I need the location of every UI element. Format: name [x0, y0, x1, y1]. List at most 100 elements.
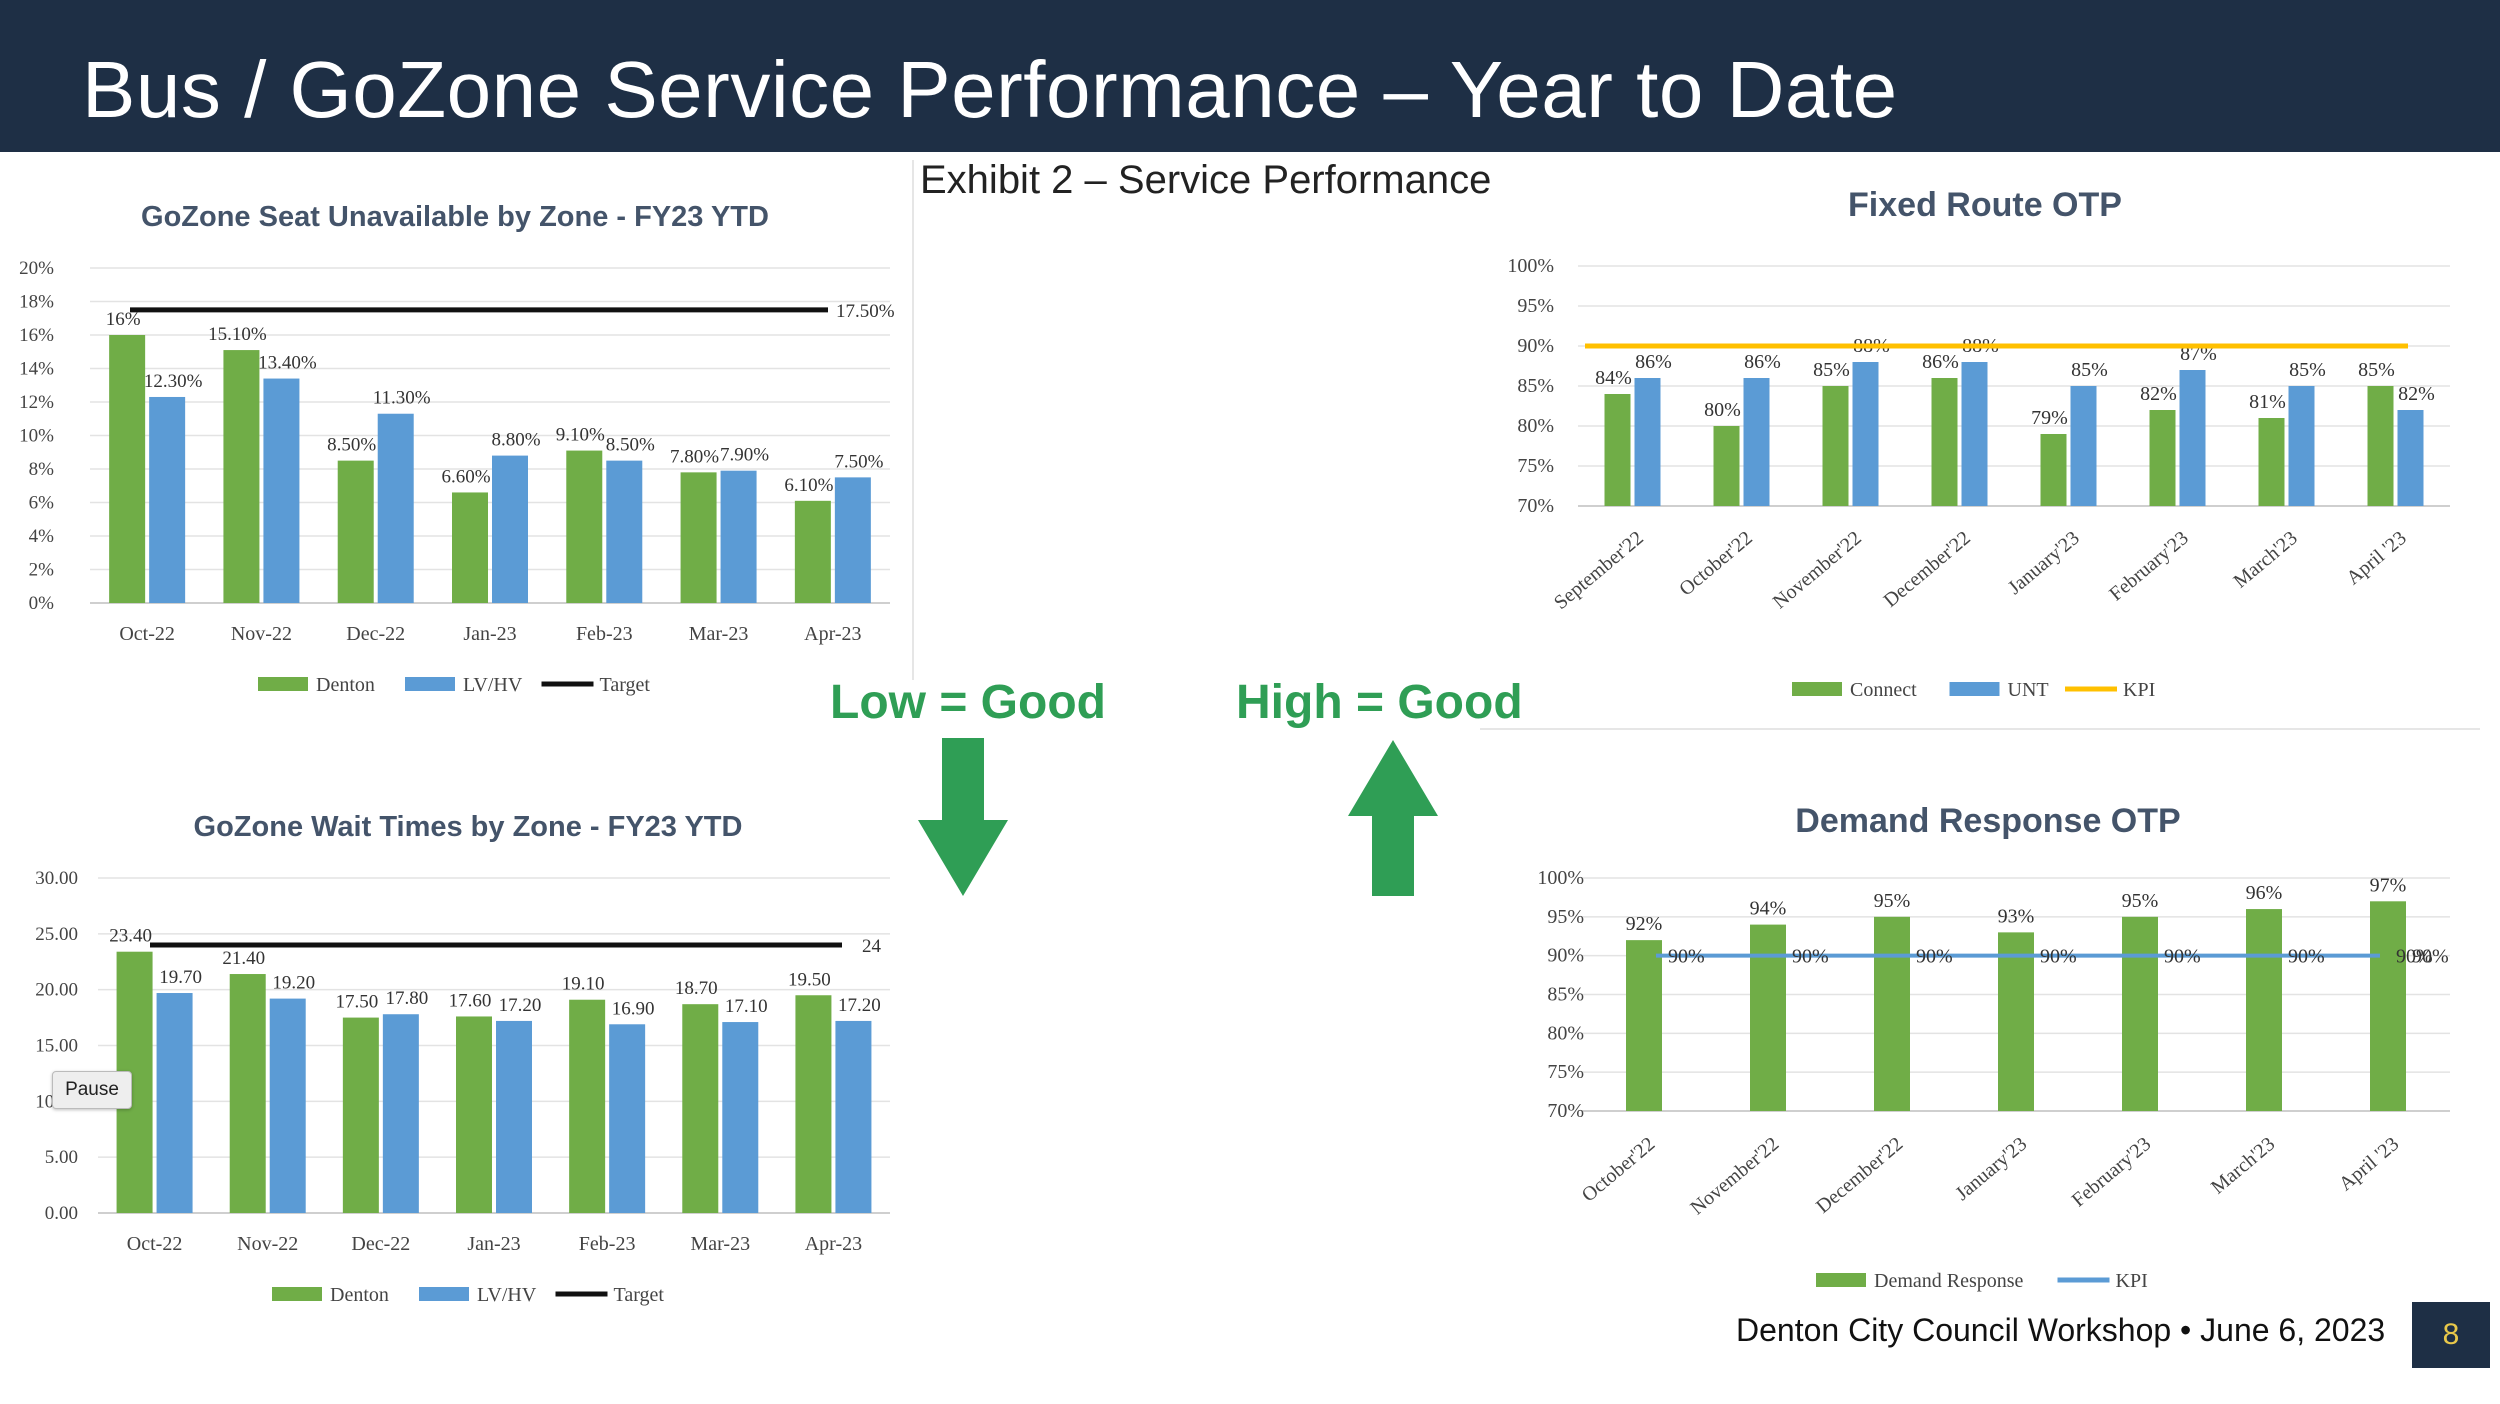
bar-demand-response: [2122, 916, 2158, 1111]
data-label: 19.20: [272, 973, 315, 994]
x-tick-label: Oct-22: [119, 623, 175, 645]
legend-label: KPI: [2116, 1270, 2148, 1292]
data-label: 12.30%: [144, 371, 203, 392]
bar-connect: [1713, 426, 1740, 506]
x-tick-label: April '23: [2342, 527, 2410, 589]
bar-lv-hv: [834, 477, 871, 603]
x-tick-label: March'23: [2207, 1133, 2279, 1199]
bar-denton: [452, 492, 488, 603]
bar-lv-hv: [720, 470, 757, 603]
legend-swatch: [258, 677, 308, 691]
bar-unt: [2070, 386, 2097, 506]
data-label: 86%: [1744, 351, 1781, 373]
x-tick-label: Dec-22: [346, 623, 405, 645]
y-tick-label: 85%: [1517, 375, 1554, 397]
y-tick-label: 6%: [29, 493, 55, 514]
legend-label: Target: [600, 674, 651, 696]
y-tick-label: 20.00: [35, 980, 78, 1001]
exhibit-title: Exhibit 2 – Service Performance: [920, 158, 1492, 202]
x-tick-label: January'23: [2004, 527, 2084, 599]
bar-connect: [2040, 434, 2067, 506]
data-label: 6.60%: [441, 466, 490, 487]
pause-button[interactable]: Pause: [52, 1071, 132, 1109]
data-label: 19.50: [788, 969, 831, 990]
kpi-point-label: 90%: [2164, 946, 2201, 968]
data-label: 80%: [1704, 399, 1741, 421]
legend-swatch: [1792, 682, 1842, 696]
x-tick-label: Dec-22: [351, 1233, 410, 1255]
data-label: 13.40%: [258, 353, 317, 374]
y-tick-label: 25.00: [35, 924, 78, 945]
x-tick-label: Feb-23: [576, 623, 633, 645]
kpi-point-label: 90%: [1668, 946, 1705, 968]
data-label: 19.10: [562, 974, 605, 995]
vertical-divider: [912, 160, 914, 680]
data-label: 6.10%: [784, 475, 833, 496]
y-tick-label: 10%: [19, 426, 54, 447]
y-tick-label: 95%: [1547, 906, 1584, 928]
page-number-badge: 8: [2412, 1302, 2490, 1368]
data-label: 82%: [2398, 383, 2435, 405]
bar-lv-hv: [149, 396, 186, 603]
bar-connect: [1604, 394, 1631, 506]
bar-connect: [1931, 378, 1958, 506]
chart-fixed-route-otp: Fixed Route OTP 70% 75% 80% 85% 90% 95% 100% 84%…: [1507, 186, 2450, 701]
data-label: 92%: [1626, 913, 1663, 935]
y-tick-label: 75%: [1517, 455, 1554, 477]
chart-seat-unavailable: GoZone Seat Unavailable by Zone - FY23 Y…: [19, 201, 895, 696]
y-tick-label: 70%: [1517, 495, 1554, 517]
data-label: 9.10%: [556, 425, 605, 446]
footer-text: Denton City Council Workshop • June 6, 2…: [1736, 1312, 2386, 1348]
data-label: 19.70: [159, 967, 202, 988]
data-label: 82%: [2140, 383, 2177, 405]
x-tick-label: October'22: [1578, 1133, 1660, 1206]
legend-label: Connect: [1850, 679, 1917, 701]
data-label: 7.50%: [834, 451, 883, 472]
x-tick-label: Nov-22: [237, 1233, 298, 1255]
bar-demand-response: [2370, 901, 2406, 1111]
legend-swatch: [1816, 1273, 1866, 1287]
y-tick-label: 2%: [29, 560, 55, 581]
slide-header: Bus / GoZone Service Performance – Year …: [0, 0, 2500, 152]
y-tick-label: 90%: [1517, 335, 1554, 357]
data-label: 85%: [2071, 359, 2108, 381]
data-label: 16.90: [612, 998, 655, 1019]
bar-denton: [569, 999, 606, 1213]
bar-denton: [795, 995, 832, 1213]
bar-demand-response: [1874, 916, 1910, 1111]
data-label: 86%: [1635, 351, 1672, 373]
x-tick-label: Apr-23: [804, 623, 861, 645]
kpi-point-label: 90%: [1792, 946, 1829, 968]
data-label: 93%: [1998, 905, 2035, 927]
x-tick-label: November'22: [1686, 1133, 1783, 1219]
target-label: 17.50%: [836, 301, 895, 322]
y-tick-label: 80%: [1547, 1022, 1584, 1044]
down-arrow-icon: [918, 738, 1008, 896]
data-label: 18.70: [675, 978, 718, 999]
high-good-callout: High = Good: [1236, 676, 1523, 729]
y-tick-label: 90%: [1547, 945, 1584, 967]
x-tick-label: September'22: [1550, 527, 1648, 614]
y-tick-label: 95%: [1517, 295, 1554, 317]
bar-denton: [680, 472, 717, 603]
bar-unt: [2179, 370, 2206, 506]
bar-denton: [337, 460, 374, 603]
slide-title: Bus / GoZone Service Performance – Year …: [82, 45, 1898, 134]
data-label: 23.40: [109, 926, 152, 947]
data-label: 95%: [2122, 890, 2159, 912]
y-tick-label: 100%: [1537, 867, 1584, 889]
up-arrow-icon: [1348, 740, 1438, 896]
bar-lv-hv: [377, 413, 414, 603]
bar-lv-hv: [606, 460, 643, 603]
legend-swatch: [272, 1287, 322, 1301]
bar-lv-hv: [156, 993, 193, 1213]
bar-denton: [342, 1017, 379, 1213]
data-label: 17.10: [725, 996, 768, 1017]
data-label: 97%: [2370, 874, 2407, 896]
bar-unt: [2288, 386, 2315, 506]
data-label: 85%: [2289, 359, 2326, 381]
y-tick-label: 0%: [29, 593, 55, 614]
bar-demand-response: [1998, 932, 2034, 1111]
data-label: 8.50%: [606, 435, 655, 456]
x-tick-label: December'22: [1812, 1133, 1907, 1218]
